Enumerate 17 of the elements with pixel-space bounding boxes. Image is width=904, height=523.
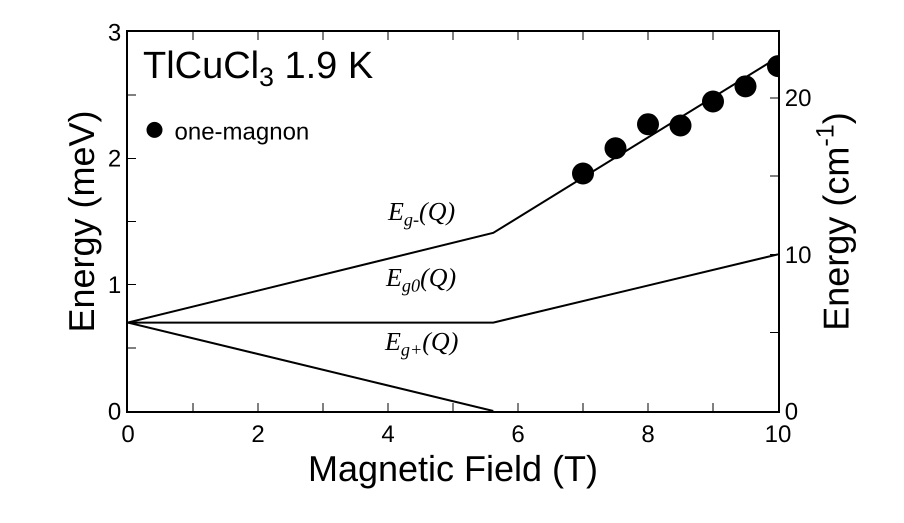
y-tick-label: 2 (108, 146, 122, 173)
y-tick-label: 0 (108, 398, 122, 426)
annotation: E$_{g0}$(Q) (385, 263, 456, 296)
x-tick-label: 6 (511, 420, 525, 448)
x-tick-label: 4 (381, 420, 395, 448)
annotation: E$_{g-}$(Q) (387, 197, 456, 230)
x-tick-label: 8 (641, 420, 655, 448)
annotation: E$_{g+}$(Q) (384, 327, 458, 360)
y-tick-label: 1 (108, 272, 122, 300)
y2-tick-label: 20 (784, 85, 812, 112)
x-axis-title: Magnetic Field (T) (308, 448, 598, 489)
y-axis-title: Energy (meV) (61, 110, 102, 333)
annotation: TlCuCl$_{3}$ 1.9 K (143, 45, 374, 92)
x-tick-label: 2 (251, 420, 265, 448)
legend-label: one-magnon (174, 118, 310, 146)
y-tick-label: 3 (108, 19, 122, 46)
y2-tick-label: 10 (784, 242, 812, 269)
